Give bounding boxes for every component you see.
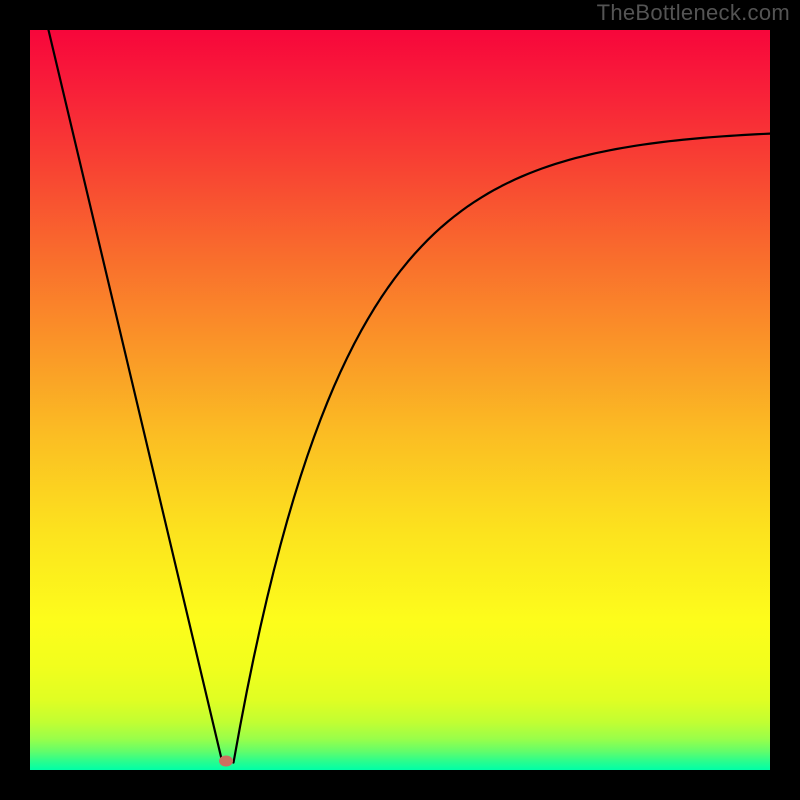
curve-path	[49, 30, 771, 763]
optimum-marker	[219, 756, 233, 767]
stage: TheBottleneck.com	[0, 0, 800, 800]
attribution-text: TheBottleneck.com	[597, 0, 790, 26]
bottleneck-curve	[30, 30, 770, 770]
plot-area	[30, 30, 770, 770]
